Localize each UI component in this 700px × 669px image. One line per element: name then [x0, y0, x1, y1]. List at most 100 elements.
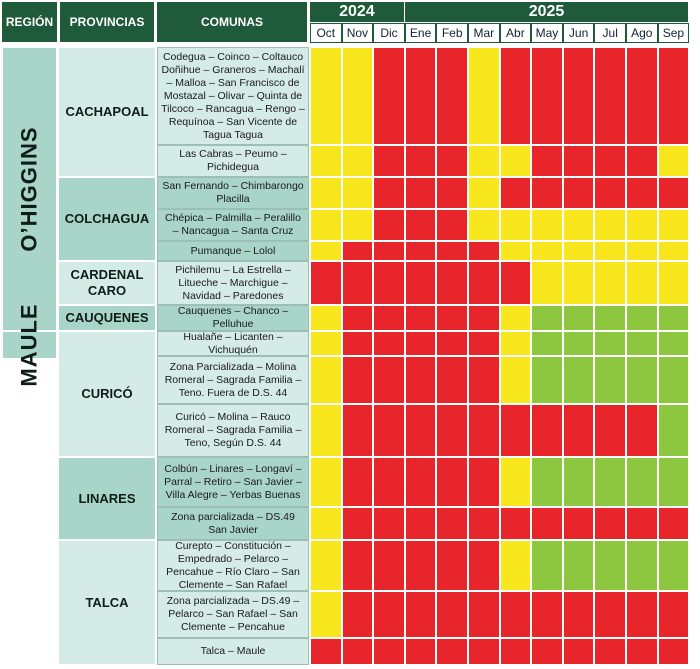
- status-cell-jul: [594, 145, 626, 177]
- status-cell-feb: [436, 331, 468, 356]
- status-cell-sep: [657, 241, 690, 261]
- province-cauquenes: CAUQUENES: [58, 305, 156, 331]
- month-header-may: May: [531, 23, 563, 43]
- status-cell-may: [531, 177, 563, 209]
- province-cachapoal: CACHAPOAL: [58, 47, 156, 177]
- status-cell-jun: [562, 507, 595, 540]
- status-cell-jun: [562, 356, 595, 404]
- region-name: O’HIGGINS: [16, 126, 42, 252]
- status-cell-jun: [562, 591, 595, 638]
- status-cell-abr: [499, 261, 532, 305]
- status-cell-sep: [657, 404, 690, 457]
- status-cell-ago: [626, 591, 658, 638]
- region-ohiggins: O’HIGGINS: [2, 47, 57, 331]
- status-cell-mar: [468, 638, 500, 665]
- month-header-mar: Mar: [468, 23, 500, 43]
- year-header-2024: 2024: [310, 2, 404, 22]
- status-cell-mar: [468, 261, 500, 305]
- status-cell-may: [531, 457, 563, 507]
- month-header-jun: Jun: [562, 23, 595, 43]
- status-cell-dic: [373, 540, 405, 591]
- status-cell-nov: [341, 591, 374, 638]
- status-cell-ene: [404, 177, 437, 209]
- status-cell-mar: [468, 591, 500, 638]
- status-cell-ene: [404, 305, 437, 331]
- status-cell-jul: [594, 47, 626, 145]
- comunas-cell: Curicó – Molina – Rauco Romeral – Sagrad…: [157, 404, 309, 457]
- status-cell-dic: [373, 331, 405, 356]
- status-cell-mar: [468, 209, 500, 241]
- status-cell-jun: [562, 331, 595, 356]
- status-cell-mar: [468, 457, 500, 507]
- status-cell-dic: [373, 177, 405, 209]
- status-cell-mar: [468, 145, 500, 177]
- province-curicó: CURICÓ: [58, 331, 156, 457]
- status-cell-nov: [341, 356, 374, 404]
- status-cell-may: [531, 356, 563, 404]
- status-cell-sep: [657, 209, 690, 241]
- status-cell-feb: [436, 540, 468, 591]
- status-cell-abr: [499, 47, 532, 145]
- status-cell-mar: [468, 241, 500, 261]
- status-cell-abr: [499, 177, 532, 209]
- comunas-cell: Cauquenes – Chanco – Pelluhue: [157, 305, 309, 331]
- status-cell-feb: [436, 241, 468, 261]
- status-cell-ago: [626, 404, 658, 457]
- status-cell-sep: [657, 457, 690, 507]
- province-cardenal-caro: CARDENAL CARO: [58, 261, 156, 305]
- month-header-abr: Abr: [499, 23, 532, 43]
- status-cell-oct: [310, 507, 342, 540]
- status-cell-dic: [373, 591, 405, 638]
- status-cell-sep: [657, 507, 690, 540]
- status-cell-nov: [341, 305, 374, 331]
- status-cell-ago: [626, 331, 658, 356]
- status-cell-nov: [341, 507, 374, 540]
- status-cell-jul: [594, 209, 626, 241]
- status-cell-sep: [657, 145, 690, 177]
- comunas-header: COMUNAS: [157, 2, 307, 42]
- comunas-cell: Talca – Maule: [157, 638, 309, 665]
- provincias-header: PROVINCIAS: [60, 2, 154, 42]
- status-cell-nov: [341, 261, 374, 305]
- status-cell-may: [531, 305, 563, 331]
- status-cell-dic: [373, 507, 405, 540]
- status-cell-abr: [499, 404, 532, 457]
- status-cell-dic: [373, 47, 405, 145]
- status-cell-ago: [626, 209, 658, 241]
- comunas-cell: Zona Parcializada – Molina Romeral – Sag…: [157, 356, 309, 404]
- status-cell-sep: [657, 591, 690, 638]
- status-cell-abr: [499, 331, 532, 356]
- status-cell-may: [531, 507, 563, 540]
- status-cell-feb: [436, 457, 468, 507]
- status-cell-ene: [404, 145, 437, 177]
- status-cell-may: [531, 261, 563, 305]
- comunas-cell: Zona parcializada – DS.49 – Pelarco – Sa…: [157, 591, 309, 638]
- status-cell-dic: [373, 356, 405, 404]
- status-cell-jun: [562, 47, 595, 145]
- status-cell-jun: [562, 457, 595, 507]
- status-cell-feb: [436, 404, 468, 457]
- status-cell-sep: [657, 540, 690, 591]
- status-cell-ene: [404, 261, 437, 305]
- status-cell-ene: [404, 540, 437, 591]
- status-cell-mar: [468, 356, 500, 404]
- status-cell-nov: [341, 331, 374, 356]
- status-cell-sep: [657, 177, 690, 209]
- status-cell-ago: [626, 241, 658, 261]
- status-cell-jul: [594, 591, 626, 638]
- status-cell-nov: [341, 241, 374, 261]
- status-cell-may: [531, 591, 563, 638]
- comunas-cell: Pumanque – Lolol: [157, 241, 309, 261]
- status-cell-dic: [373, 261, 405, 305]
- status-cell-feb: [436, 638, 468, 665]
- status-cell-abr: [499, 145, 532, 177]
- status-cell-abr: [499, 540, 532, 591]
- status-cell-feb: [436, 145, 468, 177]
- status-cell-may: [531, 404, 563, 457]
- status-cell-dic: [373, 209, 405, 241]
- status-cell-may: [531, 638, 563, 665]
- status-cell-feb: [436, 305, 468, 331]
- status-cell-nov: [341, 540, 374, 591]
- status-cell-dic: [373, 457, 405, 507]
- status-cell-mar: [468, 331, 500, 356]
